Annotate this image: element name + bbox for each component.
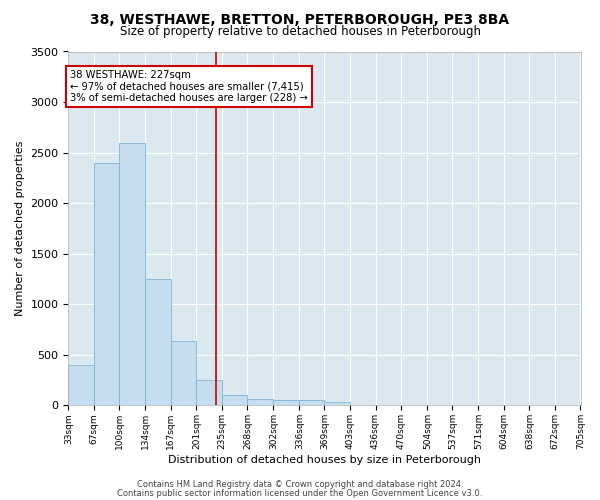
- Text: 38, WESTHAWE, BRETTON, PETERBOROUGH, PE3 8BA: 38, WESTHAWE, BRETTON, PETERBOROUGH, PE3…: [91, 12, 509, 26]
- Bar: [170, 340, 196, 406]
- Bar: [145, 279, 170, 406]
- Y-axis label: Number of detached properties: Number of detached properties: [15, 141, 25, 316]
- Text: Contains public sector information licensed under the Open Government Licence v3: Contains public sector information licen…: [118, 488, 482, 498]
- Text: Size of property relative to detached houses in Peterborough: Size of property relative to detached ho…: [119, 25, 481, 38]
- Bar: [274, 400, 299, 406]
- Text: Contains HM Land Registry data © Crown copyright and database right 2024.: Contains HM Land Registry data © Crown c…: [137, 480, 463, 489]
- Bar: [247, 400, 274, 406]
- Text: 38 WESTHAWE: 227sqm
← 97% of detached houses are smaller (7,415)
3% of semi-deta: 38 WESTHAWE: 227sqm ← 97% of detached ho…: [70, 70, 308, 103]
- Bar: [223, 396, 247, 406]
- Bar: [94, 162, 119, 406]
- Bar: [325, 402, 350, 406]
- Bar: [119, 142, 145, 406]
- Bar: [299, 400, 325, 406]
- Bar: [68, 365, 94, 406]
- X-axis label: Distribution of detached houses by size in Peterborough: Distribution of detached houses by size …: [168, 455, 481, 465]
- Bar: [196, 380, 223, 406]
